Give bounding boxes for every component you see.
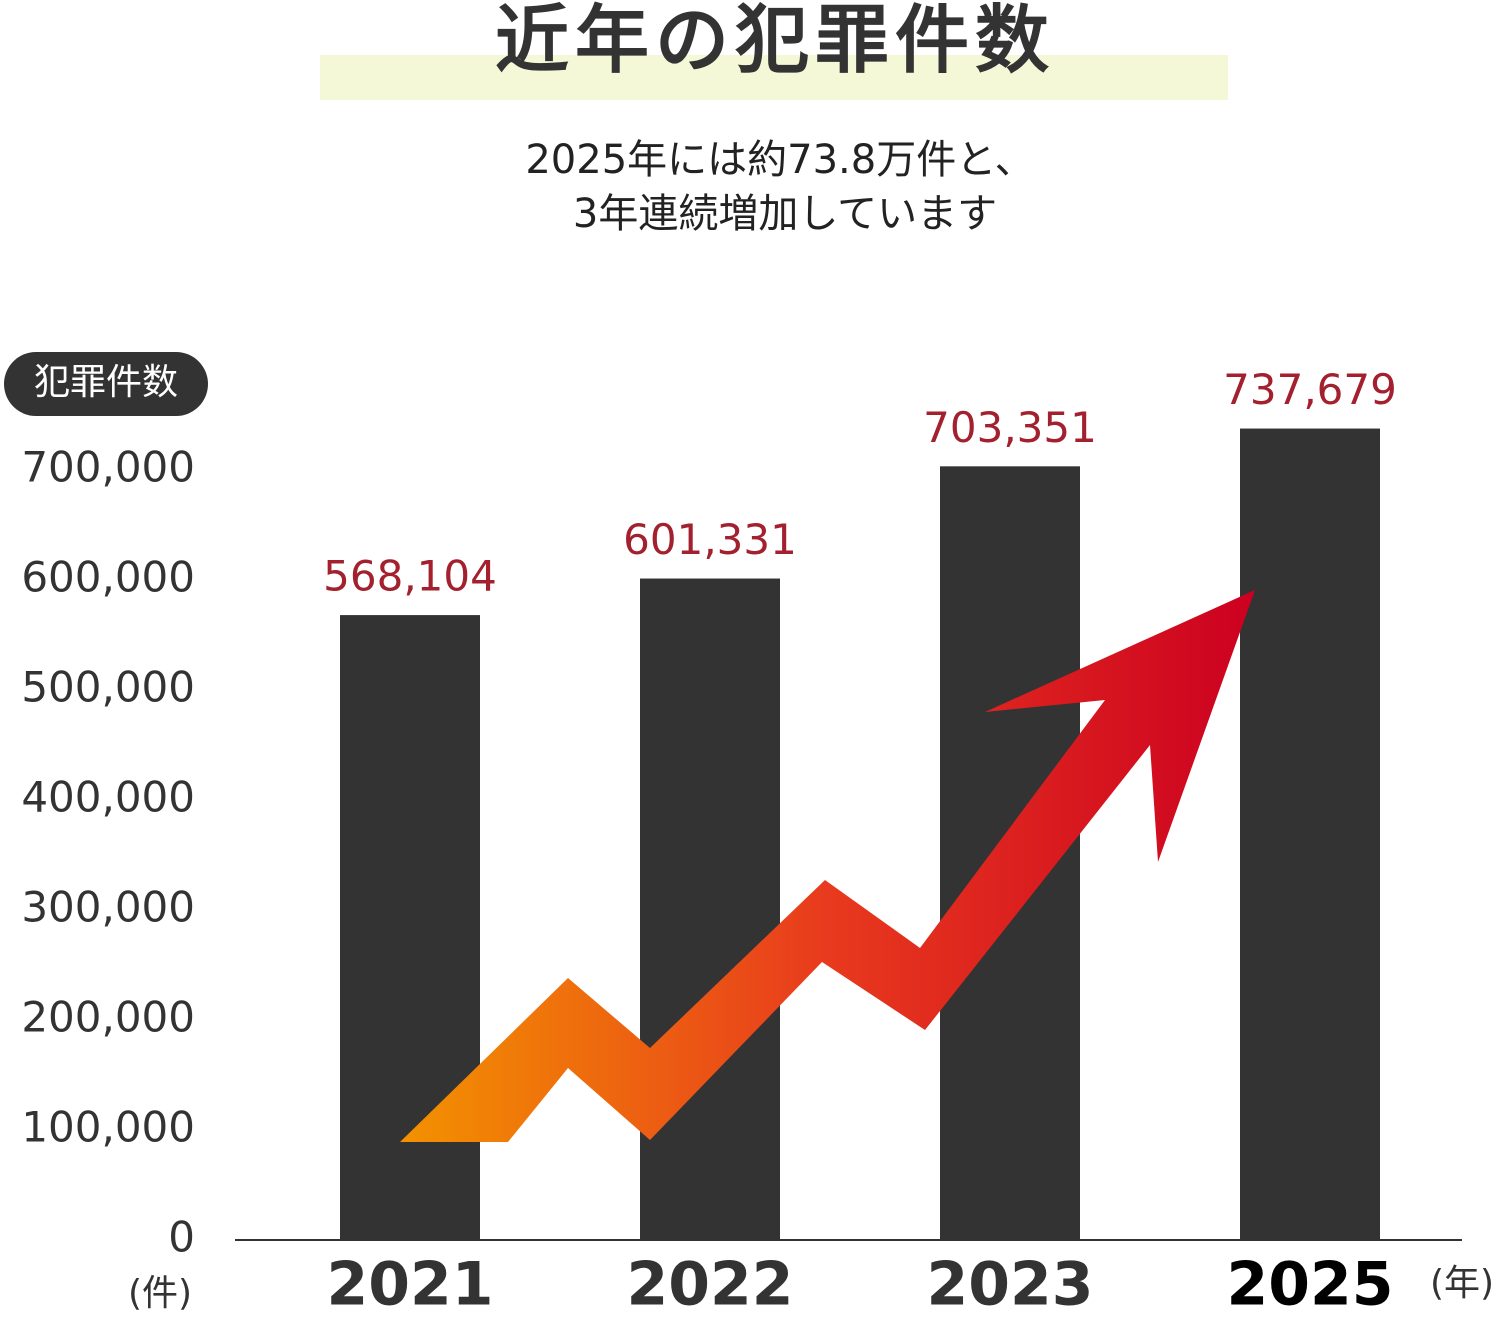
value-label: 737,679 bbox=[1223, 365, 1397, 414]
x-tick-label: 2025 bbox=[1227, 1250, 1394, 1320]
chart-title: 近年の犯罪件数 bbox=[495, 0, 1055, 84]
subtitle: 3年連続増加しています bbox=[573, 191, 997, 237]
value-label: 703,351 bbox=[923, 403, 1097, 452]
subtitle: 2025年には約73.8万件と、 bbox=[525, 137, 1034, 183]
x-tick-label: 2022 bbox=[627, 1250, 794, 1320]
bar bbox=[340, 615, 480, 1240]
value-label: 601,331 bbox=[623, 515, 797, 564]
y-tick-label: 700,000 bbox=[21, 443, 195, 492]
y-tick-label: 0 bbox=[168, 1213, 195, 1262]
y-unit: (件) bbox=[128, 1273, 192, 1314]
bar bbox=[1240, 428, 1380, 1240]
y-tick-label: 200,000 bbox=[21, 993, 195, 1042]
x-unit: (年) bbox=[1430, 1263, 1494, 1304]
y-tick-label: 500,000 bbox=[21, 663, 195, 712]
value-label: 568,104 bbox=[323, 552, 497, 601]
y-tick-label: 400,000 bbox=[21, 773, 195, 822]
y-tick-label: 300,000 bbox=[21, 883, 195, 932]
title-highlight bbox=[320, 55, 1228, 100]
y-tick-label: 600,000 bbox=[21, 553, 195, 602]
x-tick-label: 2023 bbox=[927, 1250, 1094, 1320]
trend-arrow bbox=[400, 590, 1255, 1142]
y-tick-label: 100,000 bbox=[21, 1103, 195, 1152]
y-axis-label: 犯罪件数 bbox=[34, 362, 178, 403]
bar bbox=[640, 578, 780, 1240]
x-tick-label: 2021 bbox=[327, 1250, 494, 1320]
y-label-pill bbox=[4, 352, 208, 416]
